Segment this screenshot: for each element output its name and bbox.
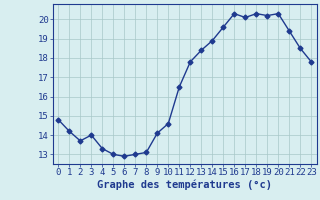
X-axis label: Graphe des températures (°c): Graphe des températures (°c) — [97, 180, 272, 190]
